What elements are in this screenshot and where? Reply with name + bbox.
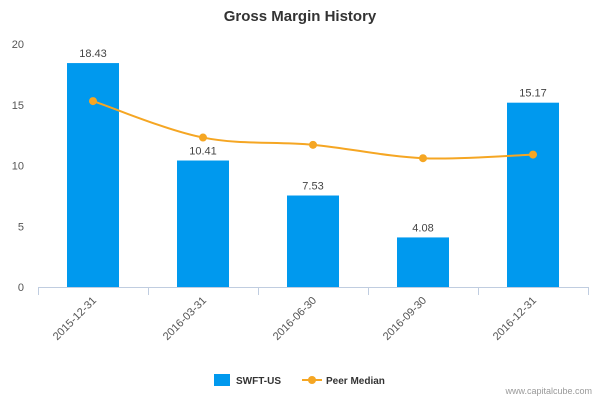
- bar-data-label: 18.43: [79, 48, 107, 60]
- bar: [67, 63, 119, 287]
- chart-title: Gross Margin History: [224, 8, 377, 25]
- y-tick-label: 20: [12, 39, 24, 51]
- bar-data-label: 15.17: [519, 88, 547, 100]
- peer-median-point: [529, 150, 537, 159]
- legend-swatch-swft: [214, 374, 230, 386]
- x-tick-label: 2016-09-30: [381, 295, 429, 343]
- bar: [287, 195, 339, 287]
- x-tick-label: 2015-12-31: [51, 295, 99, 343]
- bar-data-label: 10.41: [189, 146, 217, 158]
- bar: [177, 160, 229, 287]
- x-tick-label: 2016-03-31: [161, 295, 209, 343]
- legend-label-peer: Peer Median: [326, 376, 385, 387]
- y-tick-label: 0: [18, 282, 24, 294]
- line-series: [89, 97, 537, 163]
- y-tick-label: 10: [12, 161, 24, 173]
- bar-data-label: 4.08: [412, 222, 433, 234]
- peer-median-line: [92, 100, 534, 160]
- legend-swatch-peer-marker: [308, 376, 316, 384]
- x-tick-label: 2016-06-30: [271, 295, 319, 343]
- peer-median-point: [419, 154, 427, 163]
- bar: [507, 102, 559, 287]
- bar-data-labels: 18.43 10.41 7.53 4.08 15.17: [79, 48, 547, 234]
- x-tick-label: 2016-12-31: [491, 295, 539, 343]
- bar: [397, 237, 449, 287]
- y-tick-label: 15: [12, 100, 24, 112]
- x-axis: 2015-12-31 2016-03-31 2016-06-30 2016-09-30…: [38, 287, 589, 343]
- legend-label-swft: SWFT-US: [236, 376, 281, 387]
- bar-series: [67, 63, 559, 287]
- credit-text: www.capitalcube.com: [504, 386, 592, 396]
- peer-median-point: [199, 133, 207, 142]
- peer-median-point: [309, 140, 317, 149]
- y-axis: 0 5 10 15 20: [12, 39, 24, 294]
- bar-data-label: 7.53: [302, 181, 323, 193]
- legend: SWFT-US Peer Median: [214, 374, 385, 387]
- y-tick-label: 5: [18, 221, 24, 233]
- peer-median-point: [89, 97, 97, 106]
